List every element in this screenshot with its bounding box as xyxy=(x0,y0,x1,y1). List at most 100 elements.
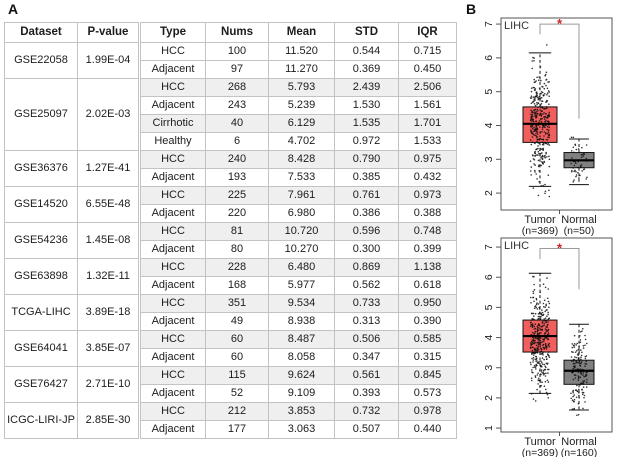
plot-frame xyxy=(500,237,613,433)
value-cell: 49 xyxy=(205,312,269,331)
value-cell: 240 xyxy=(205,150,269,169)
value-cell: 1.561 xyxy=(398,96,457,115)
value-cell: 0.733 xyxy=(334,294,399,313)
table-row: GSE14520 6.55E-48 HCC 225 7.961 0.761 0.973 xyxy=(4,186,457,223)
value-cell: 6 xyxy=(205,132,269,151)
value-cell: Cirrhotic xyxy=(138,114,206,133)
value-cell: Adjacent xyxy=(138,204,206,223)
pvalue-cell: 2.71E-10 xyxy=(77,366,140,403)
value-cell: 212 xyxy=(205,402,269,421)
x-label-normal: Normal xyxy=(561,214,596,226)
box-normal xyxy=(563,359,595,385)
value-cell: 10.720 xyxy=(268,222,335,241)
value-cell: HCC xyxy=(138,294,206,313)
value-cell: 0.450 xyxy=(398,60,457,79)
value-cell: 0.347 xyxy=(334,348,399,367)
value-cell: 0.506 xyxy=(334,330,399,349)
y-tick-label: 2 xyxy=(483,395,495,401)
value-cell: 0.761 xyxy=(334,186,399,205)
value-cell: 2.506 xyxy=(398,78,457,97)
pvalue-cell: 2.02E-03 xyxy=(77,78,140,151)
value-cell: Healthy xyxy=(138,132,206,151)
value-cell: 0.715 xyxy=(398,42,457,61)
dataset-cell: GSE76427 xyxy=(4,366,78,403)
plot-title: LIHC xyxy=(504,20,529,32)
value-cell: 0.975 xyxy=(398,150,457,169)
value-cell: 0.440 xyxy=(398,420,457,439)
pvalue-cell: 1.45E-08 xyxy=(77,222,140,259)
value-cell: 0.845 xyxy=(398,366,457,385)
value-cell: 8.058 xyxy=(268,348,335,367)
value-cell: HCC xyxy=(138,258,206,277)
value-cell: Adjacent xyxy=(138,168,206,187)
x-label-tumor: Tumor xyxy=(524,214,556,226)
table-row: GSE76427 2.71E-10 HCC 115 9.624 0.561 0.845 xyxy=(4,366,457,403)
value-cell: 177 xyxy=(205,420,269,439)
column-header-p-value: P-value xyxy=(77,22,140,43)
value-cell: 0.972 xyxy=(334,132,399,151)
value-cell: 168 xyxy=(205,276,269,295)
table-row: Cirrhotic 40 6.129 1.535 1.701 xyxy=(5,114,457,133)
dataset-statistics-table: Dataset P-value Type Nums Mean STD IQR GSE22058… xyxy=(4,22,457,439)
value-cell: Adjacent xyxy=(138,96,206,115)
value-cell: 100 xyxy=(205,42,269,61)
x-label-n: (n=369) xyxy=(522,225,558,236)
pvalue-cell: 2.85E-30 xyxy=(77,402,140,439)
pvalue-cell: 3.85E-07 xyxy=(77,330,140,367)
value-cell: 268 xyxy=(205,78,269,97)
x-label-tumor: Tumor xyxy=(524,436,556,448)
value-cell: 8.487 xyxy=(268,330,335,349)
column-header-nums: Nums xyxy=(205,22,269,43)
y-tick-label: 7 xyxy=(483,244,495,250)
significance-bracket xyxy=(539,23,580,119)
value-cell: 1.701 xyxy=(398,114,457,133)
y-tick-label: 5 xyxy=(483,89,495,95)
value-cell: 351 xyxy=(205,294,269,313)
panel-a-label: A xyxy=(8,1,19,17)
column-header-mean: Mean xyxy=(268,22,335,43)
y-tick-label: 3 xyxy=(483,365,495,371)
value-cell: Adjacent xyxy=(138,348,206,367)
value-cell: 115 xyxy=(205,366,269,385)
value-cell: 0.300 xyxy=(334,240,399,259)
value-cell: 1.535 xyxy=(334,114,399,133)
dataset-cell: GSE25097 xyxy=(4,78,78,151)
value-cell: 0.544 xyxy=(334,42,399,61)
value-cell: 8.428 xyxy=(268,150,335,169)
value-cell: 0.950 xyxy=(398,294,457,313)
x-label-n: (n=50) xyxy=(564,225,595,236)
y-tick-label: 1 xyxy=(483,425,495,431)
value-cell: 243 xyxy=(205,96,269,115)
panel-b-label: B xyxy=(466,1,477,17)
table-row: Adjacent 220 6.980 0.386 0.388 xyxy=(5,204,457,223)
pvalue-cell: 3.89E-18 xyxy=(77,294,140,331)
y-tick-label: 6 xyxy=(483,55,495,61)
value-cell: 5.239 xyxy=(268,96,335,115)
y-tick-label: 2 xyxy=(483,190,495,196)
value-cell: 0.978 xyxy=(398,402,457,421)
value-cell: 6.129 xyxy=(268,114,335,133)
table-row: Healthy 6 4.702 0.972 1.533 xyxy=(5,132,457,151)
value-cell: 97 xyxy=(205,60,269,79)
value-cell: 5.793 xyxy=(268,78,335,97)
value-cell: HCC xyxy=(138,150,206,169)
table-row: GSE63898 1.32E-11 HCC 228 6.480 0.869 1.138 xyxy=(4,258,457,295)
value-cell: 0.390 xyxy=(398,312,457,331)
value-cell: 9.109 xyxy=(268,384,335,403)
value-cell: 8.938 xyxy=(268,312,335,331)
dataset-cell: GSE22058 xyxy=(4,42,78,79)
value-cell: 0.573 xyxy=(398,384,457,403)
y-tick-label: 3 xyxy=(483,156,495,162)
plot-frame xyxy=(500,17,613,211)
value-cell: 81 xyxy=(205,222,269,241)
boxplot-lihc-bottom: 1 2 3 4 5 6 7 LIHC * Tumor(n=369)Normal(n=160) xyxy=(483,237,613,457)
dataset-cell: GSE63898 xyxy=(4,258,78,295)
pvalue-cell: 1.32E-11 xyxy=(77,258,140,295)
value-cell: 40 xyxy=(205,114,269,133)
value-cell: HCC xyxy=(138,78,206,97)
y-tick-label: 6 xyxy=(483,274,495,280)
dataset-cell: GSE64041 xyxy=(4,330,78,367)
value-cell: 0.596 xyxy=(334,222,399,241)
value-cell: 0.561 xyxy=(334,366,399,385)
